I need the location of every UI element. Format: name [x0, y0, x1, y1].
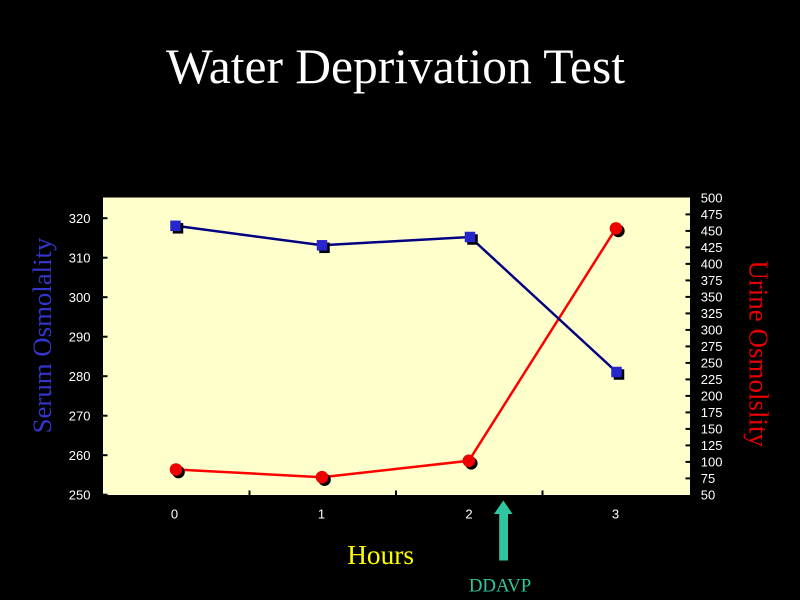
svg-text:425: 425 — [701, 240, 723, 255]
svg-text:290: 290 — [69, 329, 91, 344]
svg-text:270: 270 — [69, 408, 91, 423]
svg-text:375: 375 — [701, 273, 723, 288]
svg-text:Hours: Hours — [347, 540, 414, 570]
svg-text:400: 400 — [701, 257, 723, 272]
svg-text:225: 225 — [701, 372, 723, 387]
svg-text:300: 300 — [69, 290, 91, 305]
svg-text:275: 275 — [701, 339, 723, 354]
svg-text:325: 325 — [701, 306, 723, 321]
svg-text:450: 450 — [701, 224, 723, 239]
svg-text:50: 50 — [701, 488, 715, 503]
svg-text:310: 310 — [69, 250, 91, 265]
svg-text:0: 0 — [171, 507, 178, 522]
svg-text:300: 300 — [701, 323, 723, 338]
svg-text:175: 175 — [701, 405, 723, 420]
svg-text:2: 2 — [465, 507, 472, 522]
svg-text:Water Deprivation Test: Water Deprivation Test — [166, 39, 625, 94]
svg-text:250: 250 — [69, 487, 91, 502]
svg-text:Urine Osmolslity: Urine Osmolslity — [743, 260, 773, 447]
svg-text:100: 100 — [701, 455, 723, 470]
svg-text:350: 350 — [701, 290, 723, 305]
svg-text:Serum Osmolality: Serum Osmolality — [27, 237, 57, 433]
svg-text:475: 475 — [701, 207, 723, 222]
svg-text:1: 1 — [318, 507, 325, 522]
svg-text:260: 260 — [69, 448, 91, 463]
svg-text:500: 500 — [701, 191, 723, 206]
svg-text:3: 3 — [612, 507, 619, 522]
svg-text:250: 250 — [701, 356, 723, 371]
svg-text:DDAVP: DDAVP — [469, 576, 531, 597]
svg-text:320: 320 — [69, 211, 91, 226]
svg-text:150: 150 — [701, 422, 723, 437]
svg-text:75: 75 — [701, 471, 715, 486]
svg-text:280: 280 — [69, 369, 91, 384]
svg-text:200: 200 — [701, 389, 723, 404]
svg-text:125: 125 — [701, 438, 723, 453]
